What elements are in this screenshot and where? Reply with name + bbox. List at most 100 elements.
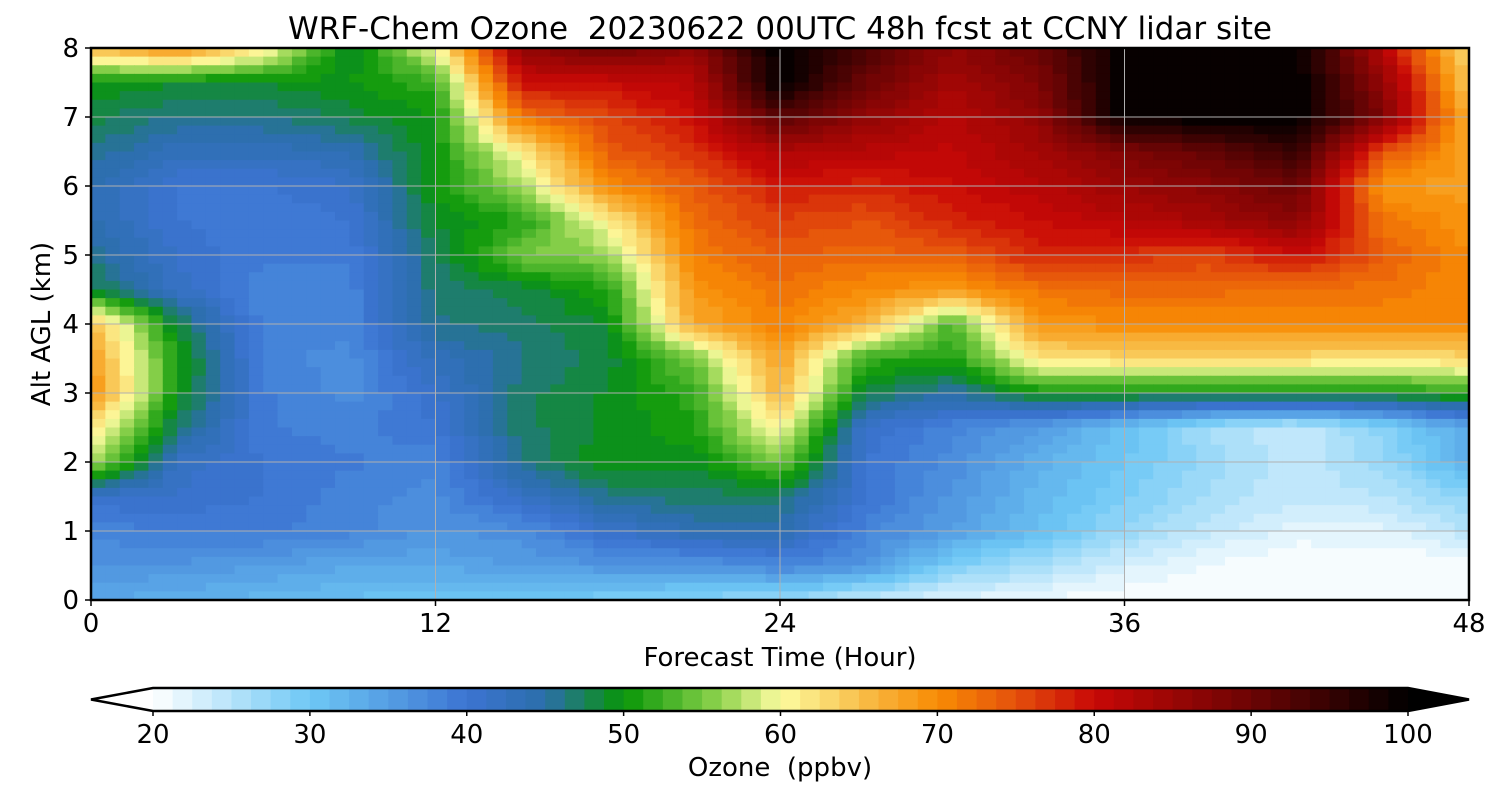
ozone-cell: [248, 177, 264, 187]
ozone-cell: [492, 82, 508, 92]
ozone-cell: [1354, 48, 1370, 58]
ozone-cell: [1382, 272, 1398, 282]
ozone-cell: [492, 349, 508, 360]
ozone-cell: [808, 410, 824, 420]
ozone-cell: [780, 194, 795, 204]
ozone-cell: [1325, 56, 1341, 66]
ozone-cell: [636, 306, 652, 316]
ozone-cell: [1095, 108, 1111, 118]
ozone-cell: [1138, 142, 1154, 153]
ozone-cell: [995, 142, 1011, 153]
ozone-cell: [708, 160, 724, 170]
ozone-cell: [1268, 306, 1283, 316]
ozone-cell: [1296, 384, 1312, 394]
ozone-cell: [1411, 142, 1427, 153]
ozone-cell: [162, 479, 178, 489]
ozone-cell: [622, 108, 638, 118]
ozone-cell: [665, 324, 681, 334]
ozone-cell: [1282, 99, 1298, 109]
ozone-cell: [909, 246, 925, 256]
ozone-cell: [1397, 246, 1413, 256]
ozone-cell: [421, 444, 437, 454]
ozone-cell: [449, 280, 465, 291]
ozone-cell: [564, 134, 580, 144]
ozone-cell: [134, 56, 150, 66]
ozone-cell: [966, 367, 982, 377]
ozone-cell: [823, 65, 839, 75]
ozone-cell: [780, 177, 795, 187]
ozone-cell: [119, 444, 135, 454]
ozone-cell: [679, 99, 695, 109]
ozone-cell: [952, 367, 968, 377]
ozone-cell: [134, 134, 150, 144]
ozone-cell: [780, 367, 795, 377]
ozone-cell: [291, 255, 307, 265]
ozone-cell: [722, 65, 738, 75]
ozone-cell: [478, 91, 494, 101]
ozone-cell: [134, 108, 150, 118]
ozone-cell: [1081, 358, 1097, 368]
ozone-cell: [134, 444, 150, 454]
ozone-cell: [1124, 289, 1140, 299]
ozone-cell: [1397, 82, 1413, 92]
ozone-cell: [1368, 194, 1384, 204]
ozone-cell: [478, 203, 494, 213]
ozone-cell: [220, 82, 236, 92]
ozone-cell: [1081, 142, 1097, 153]
ozone-cell: [1167, 263, 1183, 273]
ozone-cell: [780, 453, 795, 463]
ozone-cell: [909, 65, 925, 75]
ozone-cell: [636, 315, 652, 325]
ozone-cell: [378, 306, 394, 316]
ozone-cell: [650, 48, 666, 58]
ozone-cell: [765, 487, 781, 498]
ozone-cell: [1440, 470, 1456, 480]
ozone-cell: [622, 306, 638, 316]
ozone-cell: [177, 358, 193, 368]
ozone-cell: [880, 160, 896, 170]
ozone-cell: [119, 487, 135, 498]
ozone-cell: [1196, 280, 1212, 291]
ozone-cell: [564, 306, 580, 316]
ozone-cell: [507, 56, 523, 66]
ozone-cell: [507, 289, 523, 299]
ozone-cell: [679, 56, 695, 66]
ozone-cell: [363, 479, 379, 489]
ozone-cell: [521, 453, 537, 463]
ozone-cell: [1411, 203, 1427, 213]
ozone-cell: [1124, 384, 1140, 394]
ozone-cell: [134, 332, 150, 342]
ozone-cell: [995, 255, 1011, 265]
ozone-cell: [291, 349, 307, 360]
ozone-cell: [220, 349, 236, 360]
ozone-cell: [392, 306, 408, 316]
ozone-cell: [952, 142, 968, 153]
ozone-cell: [148, 142, 164, 153]
ozone-cell: [1325, 298, 1341, 308]
ozone-cell: [421, 401, 437, 411]
ozone-cell: [220, 168, 236, 178]
ozone-cell: [851, 125, 867, 135]
ozone-cell: [478, 410, 494, 420]
ozone-cell: [349, 117, 365, 127]
ozone-cell: [335, 427, 350, 437]
ozone-cell: [579, 263, 594, 273]
ozone-cell: [234, 306, 250, 316]
ozone-cell: [808, 246, 824, 256]
ozone-cell: [995, 341, 1011, 351]
ozone-cell: [1052, 393, 1068, 403]
ozone-cell: [1067, 272, 1083, 282]
ozone-cell: [952, 108, 968, 118]
ozone-cell: [952, 65, 968, 75]
ozone-cell: [1425, 375, 1441, 385]
ozone-cell: [234, 142, 250, 153]
ozone-cell: [148, 160, 164, 170]
ozone-cell: [234, 220, 250, 230]
ozone-cell: [823, 91, 839, 101]
ozone-cell: [234, 91, 250, 101]
ozone-cell: [866, 280, 882, 291]
ozone-cell: [177, 410, 193, 420]
ozone-cell: [722, 410, 738, 420]
ozone-cell: [134, 462, 150, 472]
ozone-cell: [464, 73, 480, 84]
